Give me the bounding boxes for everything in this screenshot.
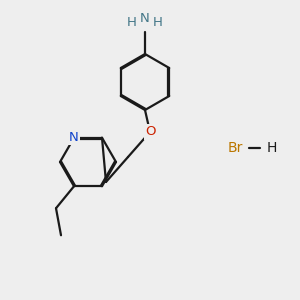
Text: N: N: [69, 131, 79, 144]
Text: Br: Br: [227, 141, 243, 155]
Text: N: N: [140, 11, 150, 25]
Text: H: H: [267, 141, 277, 155]
Text: O: O: [145, 125, 155, 139]
Text: H: H: [153, 16, 163, 28]
Text: H: H: [127, 16, 137, 28]
